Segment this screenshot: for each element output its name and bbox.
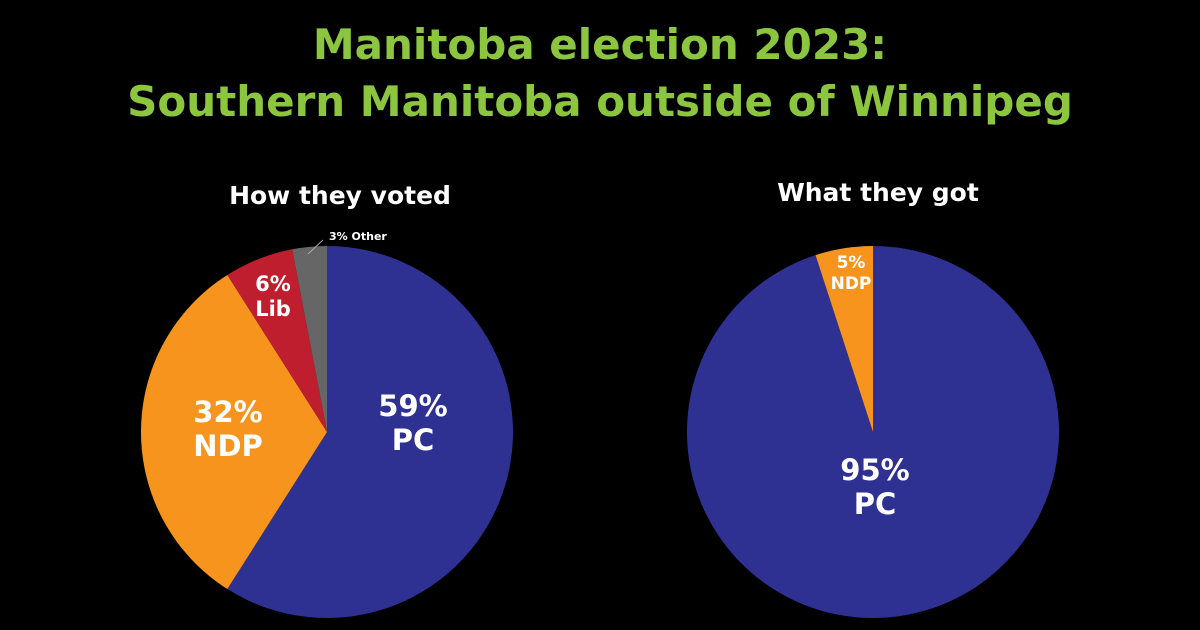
chart-title: Manitoba election 2023: Southern Manitob…: [0, 16, 1200, 130]
pie-2-label-line: 5%: [837, 253, 866, 273]
title-line-2: Southern Manitoba outside of Winnipeg: [127, 77, 1073, 126]
pie-1-label-ndp: 32% NDP: [193, 395, 263, 463]
pie-1-slice-pc: [227, 246, 514, 618]
pie-1-slice-lib: [227, 249, 327, 432]
pie-1-label-other: 3% Other: [329, 230, 387, 243]
pie-1-leader-line-other: [307, 239, 324, 255]
pie-1-label-pc: 59% PC: [378, 389, 447, 457]
pie-1-label-line: PC: [392, 423, 435, 457]
pie-2-label-line: PC: [854, 487, 897, 521]
pie-1-label-line: NDP: [193, 429, 263, 463]
pie-1-label-line: 32%: [193, 395, 262, 429]
pie-1-title: How they voted: [229, 181, 451, 210]
pie-2: 95% PC 5% NDP: [687, 246, 1059, 618]
pie-1: 59% PC 32% NDP 6% Lib 3% Other: [140, 230, 514, 618]
pie-2-label-line: NDP: [831, 274, 872, 294]
pie-1-slice-ndp: [140, 274, 327, 590]
title-line-1: Manitoba election 2023:: [312, 20, 888, 69]
pie-2-slice-ndp: [815, 246, 873, 432]
pie-1-label-line: 3% Other: [329, 230, 387, 243]
pie-1-slice-other: [292, 246, 327, 432]
pie-1-label-line: Lib: [255, 297, 291, 321]
pie-2-label-ndp: 5% NDP: [831, 253, 872, 294]
pie-1-label-lib: 6% Lib: [255, 272, 291, 321]
pie-1-label-line: 6%: [255, 272, 291, 296]
pie-2-label-line: 95%: [840, 453, 909, 487]
pie-1-label-line: 59%: [378, 389, 447, 423]
pie-2-title: What they got: [777, 178, 979, 207]
pie-2-label-pc: 95% PC: [840, 453, 909, 521]
